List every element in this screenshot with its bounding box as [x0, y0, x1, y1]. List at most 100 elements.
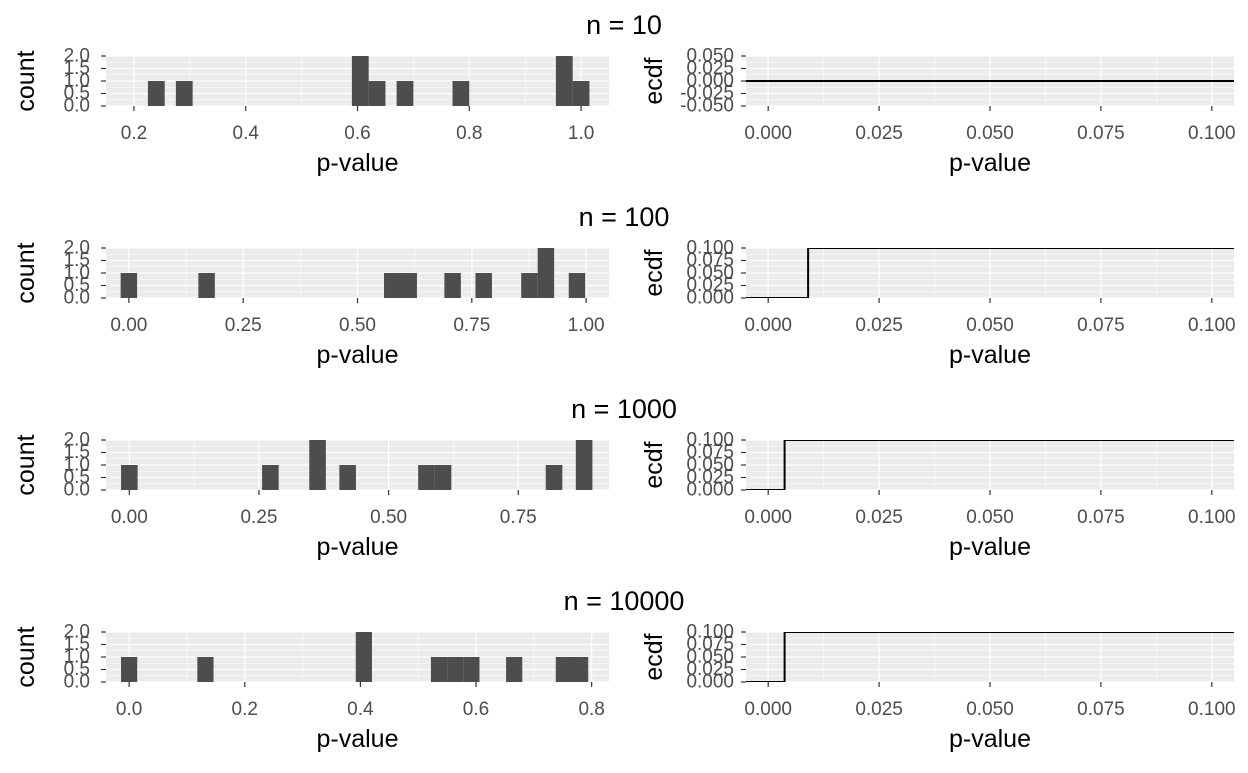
y-tick-label: 0.075: [686, 634, 734, 655]
x-tick-label: 0.75: [453, 315, 490, 336]
x-tick-label: 0.2: [121, 123, 147, 144]
hist-panel-0: 0.00.51.01.52.00.2 0.4 0.6 0.8 1.0p-valuecou…: [12, 46, 609, 177]
y-tick-label: 0.5: [64, 83, 90, 104]
y-tick-label: 2.0: [64, 622, 90, 643]
y-tick-label: 1.0: [64, 263, 90, 284]
y-axis-title: count: [12, 50, 40, 111]
ecdf-line-group: [746, 248, 1234, 298]
x-tick-label: 0.000: [744, 699, 792, 720]
y-tick-label: 0.025: [686, 58, 734, 79]
histogram-bar: [555, 56, 573, 106]
y-axis-title: ecdf: [640, 441, 668, 488]
histogram-bar: [430, 657, 448, 682]
x-tick-label: 0.6: [463, 699, 489, 720]
y-tick-label: 0.025: [686, 467, 734, 488]
histogram-bar: [444, 273, 461, 298]
y-tick-label: 0.025: [686, 659, 734, 680]
histogram-bar: [434, 465, 452, 490]
histogram-bar: [368, 81, 386, 106]
histogram-bar: [463, 657, 480, 682]
histogram-bar: [571, 657, 589, 682]
x-tick-label: 0.00: [111, 507, 148, 528]
y-tick-label: -0.025: [680, 83, 734, 104]
y-axis-title: ecdf: [640, 633, 668, 680]
x-axis-title: p-value: [949, 341, 1031, 369]
histogram-bar: [537, 248, 555, 298]
row-title: n = 1000: [571, 394, 677, 424]
y-axis-title: ecdf: [640, 57, 668, 104]
ecdf-line-group: [746, 632, 1234, 682]
y-tick-label: 0.000: [686, 288, 734, 309]
x-tick-label: 0.25: [225, 315, 262, 336]
x-axis-title: p-value: [317, 725, 399, 753]
y-tick-label: 0.0: [64, 480, 90, 501]
x-tick-label: 0.050: [966, 699, 1014, 720]
y-tick-label: 2.0: [64, 46, 90, 67]
y-tick-label: 0.100: [686, 430, 734, 451]
hist-panel-3: 0.00.51.01.52.00.0 0.2 0.4 0.6 0.8p-valuecou…: [12, 622, 609, 753]
y-tick-label: 0.5: [64, 275, 90, 296]
histogram-bar: [197, 657, 214, 682]
y-tick-label: 0.000: [686, 480, 734, 501]
x-axis-title: p-value: [949, 533, 1031, 561]
y-tick-label: 0.075: [686, 442, 734, 463]
x-tick-label: 0.075: [1077, 699, 1125, 720]
y-axis-title: count: [12, 242, 40, 303]
histogram-bar: [572, 81, 590, 106]
histogram-bar: [575, 440, 593, 490]
histogram-bar: [121, 465, 138, 490]
histogram-bar: [475, 273, 492, 298]
x-tick-label: 0.0: [116, 699, 142, 720]
y-tick-label: 0.025: [686, 275, 734, 296]
x-tick-label: 0.00: [110, 315, 147, 336]
ecdf-line-group: [746, 440, 1234, 490]
x-tick-label: 0.000: [744, 315, 792, 336]
histogram-bar: [121, 657, 138, 682]
bars-group: [120, 248, 586, 298]
histogram-bar: [355, 632, 372, 682]
x-tick-label: 0.000: [744, 507, 792, 528]
histogram-bar: [555, 657, 572, 682]
x-axis-title: p-value: [317, 533, 399, 561]
x-tick-label: 0.000: [744, 123, 792, 144]
histogram-bar: [418, 465, 435, 490]
histogram-bar: [120, 273, 138, 298]
x-tick-label: 0.50: [370, 507, 407, 528]
x-tick-label: 0.075: [1077, 123, 1125, 144]
bars-group: [121, 440, 593, 490]
x-tick-label: 0.050: [966, 315, 1014, 336]
y-tick-label: 1.0: [64, 455, 90, 476]
x-tick-label: 0.2: [232, 699, 258, 720]
y-axis-title: ecdf: [640, 249, 668, 296]
y-tick-label: -0.050: [680, 96, 734, 117]
y-tick-label: 2.0: [64, 238, 90, 259]
hist-panel-2: 0.00.51.01.52.0 0.00 0.25 0.50 0.75 p-value co…: [12, 430, 609, 561]
x-tick-label: 0.075: [1077, 315, 1125, 336]
y-tick-label: 0.075: [686, 250, 734, 271]
histogram-bar: [506, 657, 523, 682]
x-tick-label: 0.8: [456, 123, 482, 144]
y-tick-label: 0.100: [686, 238, 734, 259]
y-tick-label: 0.0: [64, 672, 90, 693]
histogram-bar: [339, 465, 356, 490]
bars-group: [147, 56, 590, 106]
y-tick-label: 0.050: [686, 263, 734, 284]
histogram-bar: [309, 440, 326, 490]
histogram-bar: [198, 273, 215, 298]
ecdf-step-line: [746, 440, 1234, 490]
x-axis-title: p-value: [317, 149, 399, 177]
y-tick-label: 1.5: [64, 250, 90, 271]
row-title: n = 10: [586, 10, 662, 40]
histogram-bar: [568, 273, 586, 298]
y-tick-label: 0.050: [686, 647, 734, 668]
y-tick-label: 0.000: [686, 672, 734, 693]
x-tick-label: 0.4: [233, 123, 260, 144]
y-axis-title: count: [12, 434, 40, 495]
histogram-bar: [452, 81, 470, 106]
x-tick-label: 1.0: [568, 123, 594, 144]
y-tick-label: 0.5: [64, 467, 90, 488]
